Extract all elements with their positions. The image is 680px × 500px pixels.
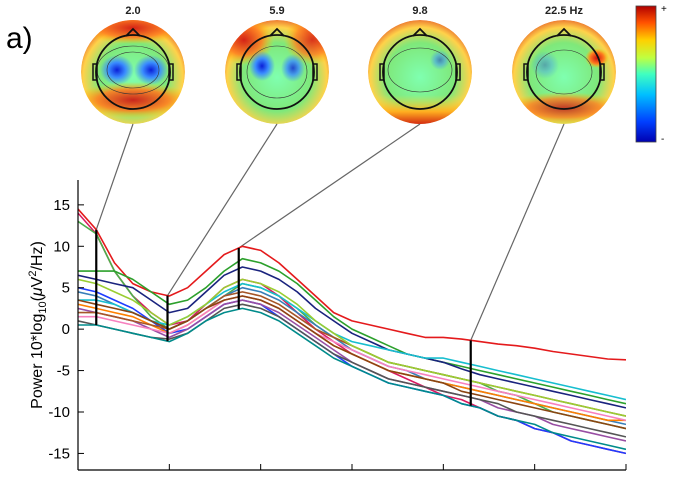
series-line-1: [78, 208, 626, 361]
series-line-8: [78, 282, 626, 401]
topomap-1: [81, 20, 185, 124]
topomap-label-4: 22.5 Hz: [545, 5, 583, 17]
series-line-13: [78, 303, 626, 438]
y-tick-label-5: -5: [57, 363, 70, 380]
topomap-4: [512, 20, 616, 124]
panel-label: a): [6, 22, 33, 55]
axes: 15 10 5 0 -5 -10 -15 Power 10*log10(μV2/Hz): [27, 180, 627, 471]
series-line-7: [78, 286, 626, 426]
colorbar-min-label: -: [661, 134, 664, 145]
topomap-2: [225, 20, 329, 124]
series-line-5: [78, 266, 626, 409]
topomap-label-1: 2.0: [125, 5, 140, 17]
series-line-12: [78, 295, 626, 422]
y-tick-label-3: 5: [62, 280, 70, 297]
series-line-14: [78, 278, 626, 417]
series-line-16: [78, 295, 626, 430]
series-line-4: [78, 257, 626, 405]
colorbar: [635, 5, 657, 143]
y-tick-label-6: -10: [48, 404, 70, 421]
connector-lines: [95, 123, 565, 341]
connector-line-3: [238, 123, 421, 249]
y-tick-label-1: 15: [53, 197, 70, 214]
topomap-label-2: 5.9: [269, 5, 284, 17]
line-plot: [78, 208, 626, 455]
y-tick-label-4: 0: [62, 321, 70, 338]
connector-line-2: [167, 123, 278, 296]
series-line-15: [78, 307, 626, 451]
colorbar-max-label: +: [661, 4, 667, 15]
y-tick-label-7: -15: [48, 445, 70, 462]
topomap-label-3: 9.8: [412, 5, 427, 17]
connector-line-4: [470, 123, 565, 341]
connector-line-1: [95, 123, 134, 230]
topomap-3: [368, 20, 472, 124]
y-axis-title: Power 10*log10(μV2/Hz): [27, 241, 49, 409]
y-tick-label-2: 10: [53, 238, 70, 255]
